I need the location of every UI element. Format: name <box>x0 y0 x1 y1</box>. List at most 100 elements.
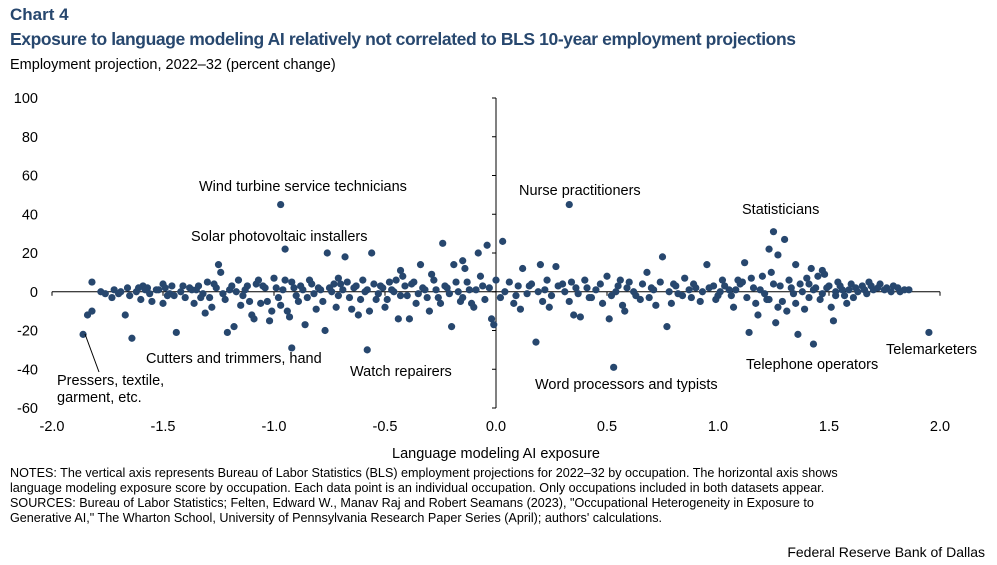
data-point <box>450 261 458 269</box>
y-tick-label: -40 <box>17 362 38 378</box>
data-point <box>239 292 247 300</box>
data-point <box>396 292 405 300</box>
data-point <box>754 311 762 319</box>
data-point <box>148 297 156 306</box>
data-point <box>88 278 96 286</box>
data-point <box>512 292 520 300</box>
data-point <box>650 286 658 294</box>
data-point <box>698 288 707 296</box>
data-point <box>667 299 675 307</box>
annotation-wind-turbine: Wind turbine service technicians <box>199 179 407 195</box>
data-point <box>787 284 795 292</box>
data-point <box>496 293 505 302</box>
data-point <box>83 311 92 319</box>
x-tick-label: 0.5 <box>597 419 617 435</box>
data-point <box>554 282 562 290</box>
data-point <box>221 295 229 304</box>
data-point <box>152 286 160 294</box>
data-point <box>181 293 189 302</box>
data-point <box>792 261 800 269</box>
labeled-data-point <box>79 330 87 338</box>
data-point <box>516 305 525 313</box>
data-point <box>146 290 154 298</box>
data-point <box>230 323 238 331</box>
data-point <box>241 286 249 294</box>
data-point <box>237 301 245 309</box>
labeled-data-point <box>610 363 618 371</box>
data-point <box>128 334 136 342</box>
data-point <box>448 323 456 331</box>
data-point <box>796 280 804 288</box>
data-point <box>272 284 280 292</box>
data-point <box>721 282 729 290</box>
data-point <box>574 290 582 298</box>
y-tick-label: 20 <box>22 246 38 262</box>
data-point <box>652 301 660 309</box>
data-point <box>545 303 553 311</box>
data-point <box>570 311 578 319</box>
data-point <box>303 293 311 302</box>
data-point <box>206 293 214 302</box>
data-point <box>621 307 629 315</box>
data-point <box>334 292 342 300</box>
data-point <box>732 286 740 294</box>
data-point <box>772 319 780 327</box>
data-point <box>752 299 760 307</box>
data-point <box>419 284 427 292</box>
data-point <box>716 288 724 296</box>
data-point <box>490 321 498 329</box>
y-tick-label: 0 <box>30 285 38 301</box>
data-point <box>283 307 291 315</box>
data-point <box>416 261 425 269</box>
data-point <box>203 278 211 286</box>
data-point <box>774 303 782 311</box>
sources-line-2: Generative AI," The Wharton School, Univ… <box>10 511 663 525</box>
data-point <box>330 280 338 288</box>
data-point <box>678 292 687 300</box>
data-point <box>372 295 380 304</box>
data-point <box>472 286 480 294</box>
annotation-telemarketers: Telemarketers <box>886 342 977 358</box>
data-point <box>510 299 518 307</box>
data-point <box>356 295 365 304</box>
data-point <box>829 317 838 325</box>
data-point <box>592 286 600 294</box>
data-point <box>527 280 536 288</box>
data-point <box>643 268 651 276</box>
chart-title: Exposure to language modeling AI relativ… <box>10 29 796 49</box>
data-point <box>392 276 400 284</box>
data-point <box>245 297 254 306</box>
data-point <box>672 282 680 290</box>
data-point <box>534 288 542 296</box>
data-point <box>874 284 882 292</box>
data-point <box>761 290 769 298</box>
data-point <box>605 315 613 323</box>
data-point <box>818 266 826 275</box>
data-point <box>481 295 489 304</box>
data-point <box>265 317 274 325</box>
data-point <box>428 270 436 278</box>
data-point <box>137 295 145 304</box>
chart-number: Chart 4 <box>10 5 69 24</box>
annotations: Wind turbine service technicians Solar p… <box>57 179 977 406</box>
data-point <box>792 299 800 307</box>
data-point <box>379 284 387 292</box>
annotation-statisticians: Statisticians <box>742 202 819 218</box>
data-point <box>663 323 671 331</box>
data-point <box>718 276 727 284</box>
data-point <box>288 278 296 286</box>
data-point <box>656 278 664 286</box>
data-point <box>583 284 591 292</box>
data-point <box>541 286 549 294</box>
data-point <box>197 293 205 302</box>
data-point <box>217 268 225 276</box>
data-point <box>414 290 422 298</box>
data-point <box>290 284 298 292</box>
data-point <box>354 311 362 319</box>
annotation-telephone-operators: Telephone operators <box>746 357 878 373</box>
data-point <box>214 261 223 269</box>
data-point <box>840 292 849 300</box>
data-point <box>625 278 633 286</box>
data-point <box>818 290 826 298</box>
data-point <box>832 292 840 300</box>
